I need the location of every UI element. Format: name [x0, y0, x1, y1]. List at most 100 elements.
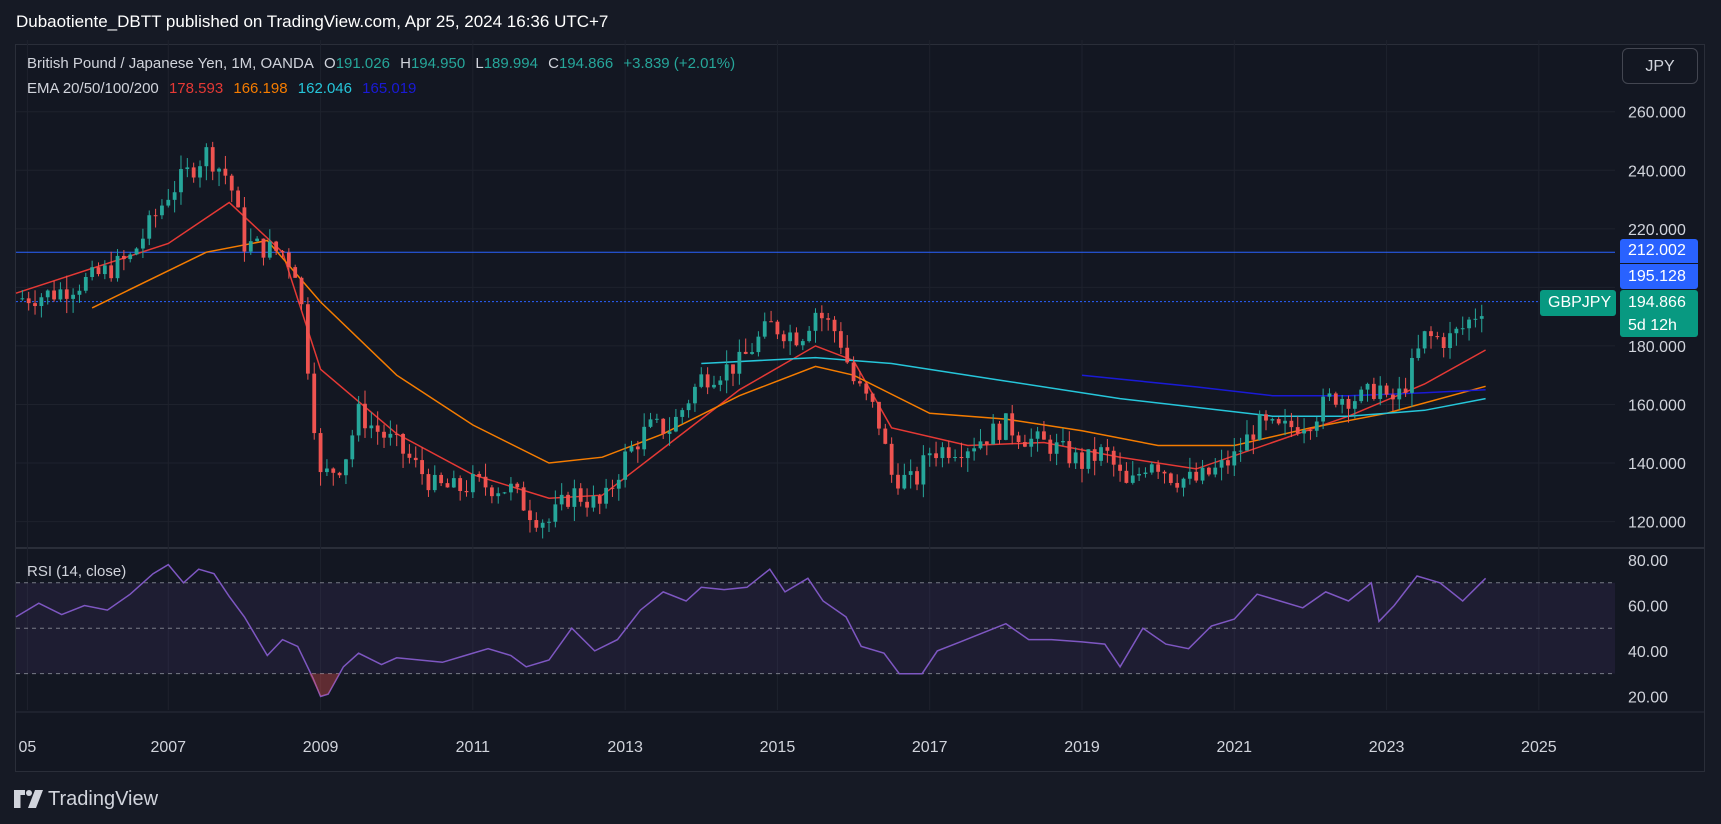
candle-up	[642, 426, 647, 450]
candle-up	[356, 403, 361, 436]
candle-down	[223, 168, 228, 176]
candle-up	[1314, 421, 1319, 431]
ema20-value: 178.593	[168, 80, 224, 97]
candle-up	[77, 290, 82, 295]
candle-up	[712, 384, 716, 388]
candle-down	[229, 175, 234, 191]
candle-down	[426, 474, 431, 491]
close-value: 194.866	[558, 55, 614, 72]
candle-down	[515, 483, 520, 488]
candle-down	[896, 474, 900, 489]
candle-down	[566, 494, 570, 507]
chart-frame[interactable]	[15, 44, 1705, 772]
candle-down	[934, 453, 938, 459]
candle-down	[1207, 467, 1211, 475]
candle-down	[274, 241, 279, 251]
candle-down	[1118, 464, 1122, 471]
ema-line-ema200	[1081, 374, 1486, 397]
time-tick-label: 2011	[456, 739, 491, 756]
candle-up	[616, 479, 621, 489]
candle-up	[547, 521, 551, 523]
candle-up	[972, 448, 977, 452]
candle-up	[83, 276, 88, 291]
candle-up	[991, 423, 996, 445]
candle-up	[953, 457, 957, 459]
hline-lower-tag: 195.128	[1620, 264, 1698, 289]
candle-down	[1175, 482, 1180, 488]
high-label: H	[400, 55, 411, 72]
ema-label[interactable]: EMA 20/50/100/200	[27, 80, 159, 97]
candle-up	[217, 168, 221, 172]
candle-up	[1454, 328, 1459, 334]
countdown-tag: 5d 12h	[1620, 315, 1698, 337]
candle-up	[45, 290, 50, 298]
candle-down	[1124, 470, 1129, 483]
publisher-text: Dubaotiente_DBTT published on TradingVie…	[16, 12, 609, 31]
candle-down	[413, 457, 418, 461]
candle-up	[350, 435, 355, 460]
candle-down	[394, 433, 399, 435]
candle-down	[870, 393, 875, 402]
candle-down	[997, 423, 1002, 440]
candle-down	[1067, 441, 1072, 464]
candle-up	[1149, 464, 1154, 473]
ema100-value: 162.046	[297, 80, 352, 97]
candle-up	[813, 312, 818, 331]
candle-down	[1391, 394, 1395, 400]
candle-up	[800, 341, 805, 346]
candle-up	[1073, 452, 1078, 464]
candle-up	[255, 238, 260, 242]
candle-up	[102, 265, 107, 275]
price-tick-label: 180.000	[1628, 339, 1686, 356]
price-tick-label: 240.000	[1628, 163, 1686, 180]
price-tick-label: 120.000	[1628, 515, 1686, 532]
rsi-legend[interactable]: RSI (14, close)	[27, 563, 127, 580]
time-tick-label: 2019	[1064, 739, 1100, 756]
symbol-name[interactable]: British Pound / Japanese Yen, 1M, OANDA	[27, 55, 314, 72]
chart-canvas[interactable]: 120.000 140.000 160.000 180.000 220.000 240.0…	[0, 0, 1721, 772]
currency-button[interactable]: JPY	[1622, 48, 1698, 84]
candle-up	[388, 433, 393, 438]
rsi-tick-label: 20.00	[1628, 689, 1668, 706]
candle-down	[1333, 393, 1338, 405]
candle-down	[464, 490, 469, 493]
candle-down	[305, 304, 310, 374]
candle-up	[908, 471, 913, 475]
candle-down	[1289, 420, 1294, 428]
time-tick-label: 2009	[303, 739, 339, 756]
candle-down	[984, 441, 989, 445]
price-tick-label: 160.000	[1628, 397, 1686, 414]
candle-up	[1137, 473, 1142, 476]
candle-up	[1378, 385, 1383, 399]
footer-bar	[0, 772, 1721, 824]
last-price-tag: 194.866	[1620, 290, 1698, 316]
ema50-value: 166.198	[233, 80, 288, 97]
candle-down	[401, 433, 405, 454]
rsi-line	[15, 563, 1487, 698]
candle-down	[864, 383, 869, 394]
rsi-band	[16, 582, 1615, 674]
candle-down	[236, 190, 240, 208]
ema-line-ema50	[91, 239, 1486, 464]
candle-up	[1245, 434, 1249, 451]
candle-down	[528, 510, 532, 521]
candle-down	[210, 147, 215, 172]
candle-up	[648, 419, 653, 427]
ema200-value: 165.019	[362, 80, 417, 97]
candle-up	[1130, 475, 1135, 483]
candle-up	[693, 386, 697, 404]
candle-down	[915, 471, 919, 485]
candle-down	[483, 476, 488, 488]
candle-down	[731, 364, 735, 374]
candle-down	[1022, 442, 1027, 447]
candle-down	[1435, 336, 1440, 338]
tradingview-logo-icon	[14, 790, 43, 808]
candle-down	[769, 321, 773, 323]
candle-down	[121, 255, 126, 260]
candle-up	[1359, 389, 1364, 402]
candle-down	[1403, 388, 1408, 393]
price-tick-label: 140.000	[1628, 456, 1686, 473]
candle-down	[1162, 471, 1167, 474]
candle-up	[179, 169, 183, 193]
tradingview-logo[interactable]: TradingView	[14, 786, 158, 812]
